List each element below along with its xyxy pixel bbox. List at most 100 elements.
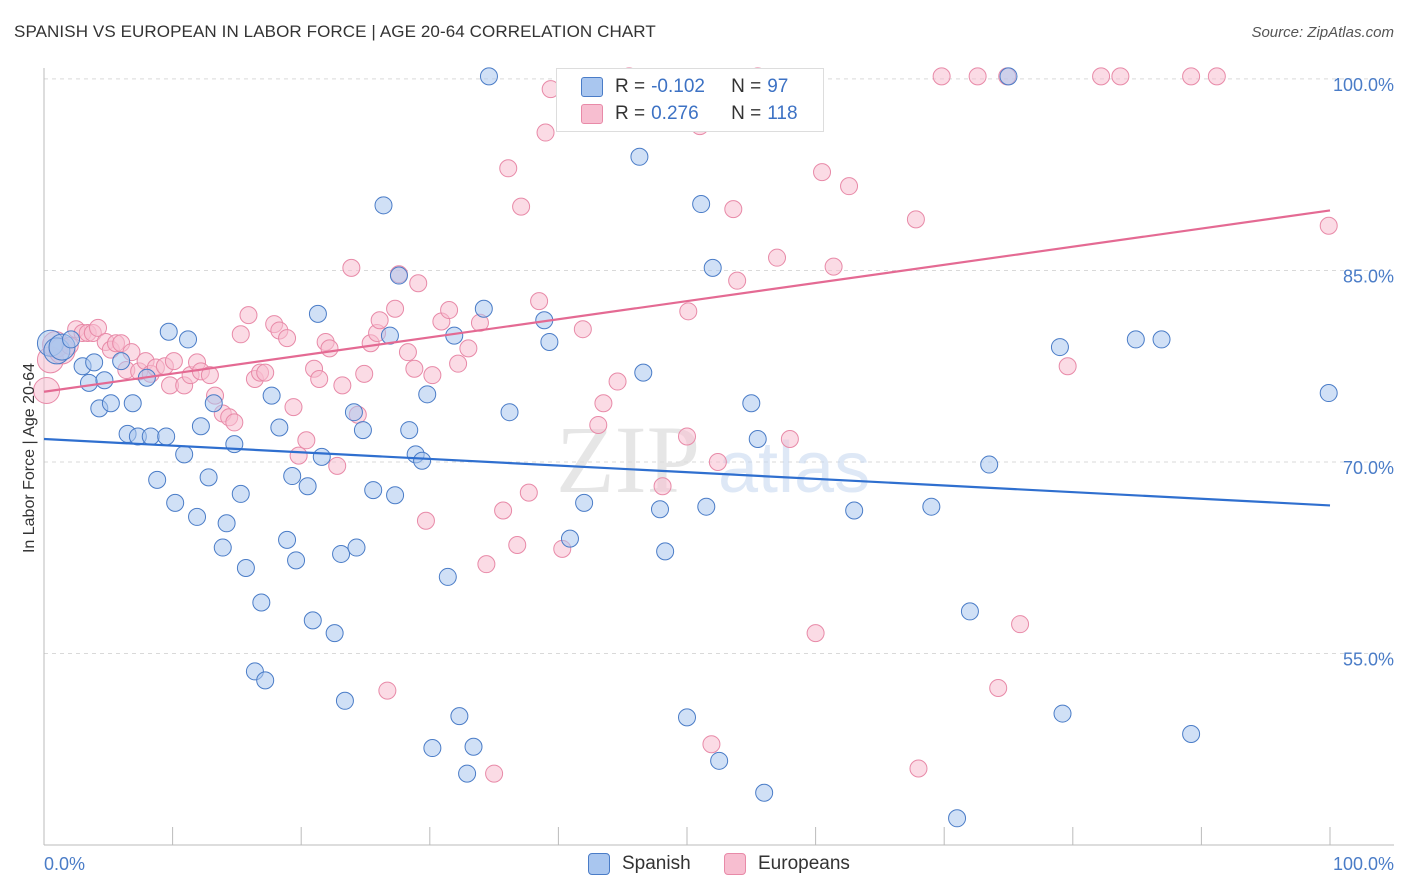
spanish-point [231, 484, 250, 503]
spanish-point [148, 470, 167, 489]
spanish-point [157, 427, 176, 446]
europeans-point [1111, 67, 1130, 86]
y-tick-label-55: 55.0% [1343, 650, 1394, 670]
europeans-point [494, 501, 513, 520]
spanish-point [374, 196, 393, 215]
spanish-point [418, 385, 437, 404]
europeans-point [405, 359, 424, 378]
europeans-point [416, 511, 435, 530]
axis-layer [43, 68, 1394, 846]
spanish-point [166, 493, 185, 512]
europeans-point [573, 320, 592, 339]
europeans-point [932, 67, 951, 86]
y-tick-label-85: 85.0% [1343, 266, 1394, 286]
spanish-point [252, 593, 271, 612]
spanish-point [325, 624, 344, 643]
europeans-point [449, 354, 468, 373]
europeans-point [297, 431, 316, 450]
europeans-point [278, 329, 297, 348]
legend-row-europeans: R = 0.276 N = 118 [581, 102, 798, 126]
spanish-point [213, 538, 232, 557]
spanish-point [450, 707, 469, 726]
europeans-point [728, 271, 747, 290]
spanish-point [458, 764, 477, 783]
spanish-point [999, 67, 1018, 86]
bottom-legend-label-europeans: Europeans [758, 853, 850, 874]
chart-title: SPANISH VS EUROPEAN IN LABOR FORCE | AGE… [14, 22, 656, 41]
spanish-point [678, 708, 696, 727]
europeans-point [164, 352, 183, 371]
spanish-point [479, 67, 498, 86]
europeans-point [370, 311, 389, 330]
spanish-point [423, 739, 442, 758]
europeans-point [378, 681, 397, 700]
bottom-legend-spanish[interactable]: Spanish [588, 852, 691, 876]
europeans-point [289, 446, 308, 465]
legend-row-spanish: R = -0.102 N = 97 [581, 75, 788, 99]
spanish-point [710, 751, 729, 770]
x-tick-label-min: 0.0% [44, 854, 85, 874]
legend-r-label: R = [615, 103, 646, 124]
europeans-point [906, 210, 925, 229]
trend-lines [43, 209, 1331, 507]
spanish-point [845, 501, 864, 520]
legend-n-label: N = [731, 103, 762, 124]
europeans-point [310, 369, 329, 388]
europeans-point [459, 339, 478, 358]
spanish-point [112, 352, 131, 371]
legend-swatch-spanish [581, 77, 603, 97]
spanish-point [748, 430, 767, 449]
europeans-point [679, 302, 698, 321]
spanish-point [1182, 725, 1201, 744]
legend-n-label: N = [731, 76, 762, 97]
spanish-point [389, 266, 408, 285]
europeans-point [409, 274, 428, 293]
spanish-point [575, 493, 594, 512]
spanish-point [1050, 338, 1069, 357]
legend-n-europeans: 118 [767, 103, 798, 124]
europeans-point [780, 430, 799, 449]
spanish-point [236, 558, 255, 577]
europeans-point [806, 624, 825, 643]
spanish-point [95, 371, 114, 390]
europeans-point [1011, 615, 1030, 634]
europeans-point [840, 177, 859, 196]
spanish-point [278, 530, 297, 549]
europeans-point [440, 301, 459, 320]
spanish-point [560, 529, 579, 548]
spanish-point [335, 691, 354, 710]
spanish-point [540, 332, 559, 351]
spanish-point [270, 418, 289, 437]
europeans-point [512, 197, 531, 216]
europeans-point [1207, 67, 1226, 86]
spanish-point [191, 417, 210, 436]
spanish-point [364, 481, 383, 500]
y-tick-label-70: 70.0% [1343, 458, 1394, 478]
europeans-point [1319, 216, 1338, 235]
europeans-point [256, 363, 275, 382]
spanish-point [312, 447, 331, 466]
bottom-legend-label-spanish: Spanish [622, 853, 691, 874]
legend-r-europeans: 0.276 [651, 103, 699, 124]
europeans-point [477, 555, 496, 574]
europeans-point [333, 376, 352, 395]
spanish-point [175, 445, 194, 464]
spanish-point [1126, 330, 1145, 349]
legend-swatch-europeans [581, 104, 603, 124]
europeans-point [589, 415, 608, 434]
bottom-legend-swatch-europeans [724, 853, 746, 875]
spanish-point [123, 394, 142, 413]
europeans-point [423, 366, 442, 385]
europeans-point [519, 483, 538, 502]
europeans-point [1092, 67, 1111, 86]
europeans-point [768, 248, 787, 267]
bottom-legend-europeans[interactable]: Europeans [724, 852, 850, 876]
spanish-point [650, 500, 669, 519]
europeans-point [355, 364, 374, 383]
spanish-point [298, 477, 317, 496]
spanish-point [1152, 330, 1171, 349]
spanish-point [742, 394, 761, 413]
spanish-point [188, 507, 207, 526]
spanish-point [960, 602, 979, 621]
